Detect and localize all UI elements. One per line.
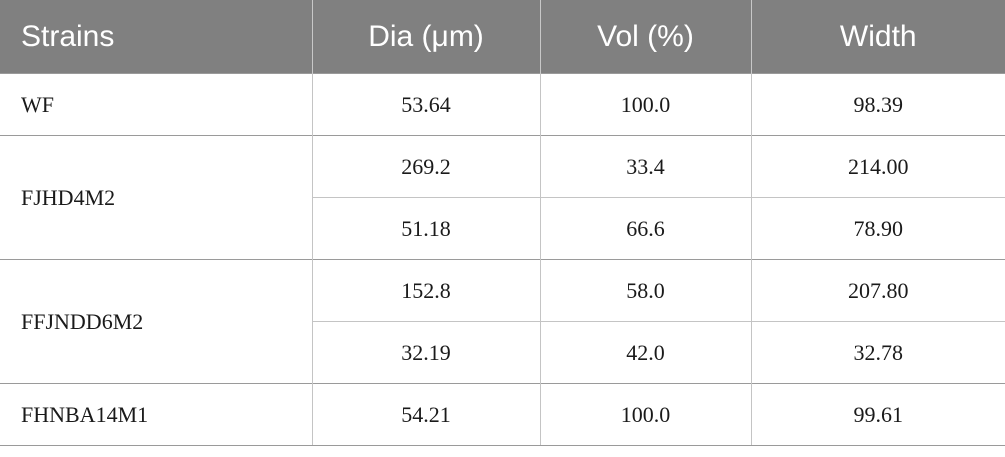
width-cell: 207.80 (751, 259, 1005, 322)
dia-cell: 54.21 (312, 383, 541, 446)
vol-cell: 33.4 (540, 135, 752, 198)
vol-cell: 100.0 (540, 383, 752, 446)
vol-cell: 58.0 (540, 259, 752, 322)
header-row: Strains Dia (μm) Vol (%) Width (0, 0, 1005, 74)
width-cell: 214.00 (751, 135, 1005, 198)
dia-cell: 32.19 (312, 321, 541, 384)
width-cell: 78.90 (751, 197, 1005, 260)
dia-cell: 51.18 (312, 197, 541, 260)
width-cell: 99.61 (751, 383, 1005, 446)
strain-cell: FFJNDD6M2 (0, 259, 313, 384)
strain-cell: WF (0, 73, 313, 136)
table-row: 32.19 42.0 32.78 (0, 321, 1005, 384)
dia-cell: 53.64 (312, 73, 541, 136)
width-cell: 98.39 (751, 73, 1005, 136)
table-row: 51.18 66.6 78.90 (0, 197, 1005, 260)
table-header: Strains Dia (μm) Vol (%) Width (0, 0, 1005, 74)
strain-cell: FJHD4M2 (0, 135, 313, 260)
strain-cell: FHNBA14M1 (0, 383, 313, 446)
table-body: WF 53.64 100.0 98.39 FJHD4M2 269.2 33.4 … (0, 73, 1005, 446)
header-dia: Dia (μm) (312, 0, 541, 74)
vol-cell: 66.6 (540, 197, 752, 260)
table-row: FHNBA14M1 54.21 100.0 99.61 (0, 383, 1005, 446)
header-vol: Vol (%) (540, 0, 752, 74)
vol-cell: 100.0 (540, 73, 752, 136)
dia-cell: 152.8 (312, 259, 541, 322)
dia-cell: 269.2 (312, 135, 541, 198)
vol-cell: 42.0 (540, 321, 752, 384)
width-cell: 32.78 (751, 321, 1005, 384)
header-width: Width (751, 0, 1005, 74)
table-row: FFJNDD6M2 152.8 58.0 207.80 (0, 259, 1005, 384)
table-row: WF 53.64 100.0 98.39 (0, 73, 1005, 136)
strain-measurements-table: Strains Dia (μm) Vol (%) Width WF 53.64 … (0, 0, 1005, 446)
table-row: FJHD4M2 269.2 33.4 214.00 (0, 135, 1005, 260)
header-strains: Strains (0, 0, 313, 74)
